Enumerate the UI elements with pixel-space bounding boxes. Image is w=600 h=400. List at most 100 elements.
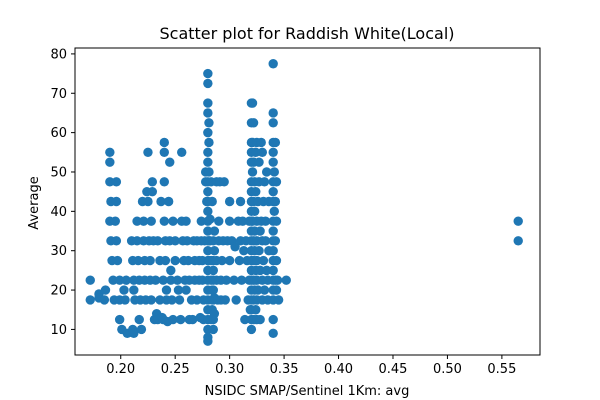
- data-point: [219, 177, 229, 187]
- x-axis-ticks: 0.20 0.25 0.30 0.35 0.40 0.45 0.50 0.55: [106, 355, 516, 377]
- x-tick-label: 0.50: [433, 362, 462, 377]
- data-point: [121, 275, 131, 285]
- data-point: [173, 285, 184, 295]
- data-point: [105, 147, 115, 157]
- data-point: [255, 314, 265, 325]
- data-point: [163, 196, 174, 207]
- data-point: [177, 147, 187, 157]
- data-point: [153, 236, 163, 246]
- data-point: [204, 137, 214, 148]
- data-point: [231, 295, 241, 305]
- data-point: [134, 314, 144, 325]
- data-point: [114, 314, 125, 325]
- y-tick-label: 50: [50, 165, 67, 180]
- data-point: [147, 177, 158, 187]
- data-point: [181, 216, 191, 226]
- data-point: [249, 206, 260, 217]
- data-point: [159, 137, 169, 148]
- data-point: [112, 255, 123, 266]
- data-point: [196, 216, 207, 226]
- data-point: [161, 285, 172, 295]
- data-point: [217, 255, 227, 266]
- data-point: [203, 98, 213, 108]
- data-point: [255, 226, 265, 236]
- data-point: [258, 255, 269, 266]
- data-point: [261, 167, 272, 177]
- plot-frame: [74, 47, 541, 356]
- data-point: [174, 295, 185, 305]
- y-tick-label: 70: [50, 87, 67, 102]
- data-point: [236, 275, 247, 285]
- data-point: [110, 216, 120, 226]
- data-point: [204, 118, 214, 128]
- data-point: [513, 216, 523, 226]
- data-point: [240, 314, 250, 325]
- data-point: [268, 246, 278, 256]
- data-point: [270, 137, 281, 148]
- y-tick-label: 60: [50, 126, 67, 141]
- data-point: [271, 216, 282, 226]
- data-point: [221, 275, 232, 285]
- data-point: [129, 328, 139, 339]
- data-point: [105, 157, 115, 167]
- data-point: [271, 177, 282, 187]
- data-point: [203, 108, 213, 118]
- data-point: [260, 236, 271, 246]
- data-point: [270, 236, 281, 246]
- data-point: [170, 255, 180, 266]
- data-point: [281, 275, 291, 285]
- data-point: [254, 246, 264, 256]
- data-point: [256, 137, 266, 148]
- y-tick-label: 20: [50, 284, 67, 299]
- data-point: [203, 127, 213, 138]
- data-point: [260, 216, 271, 226]
- data-point: [168, 314, 178, 325]
- data-point: [159, 147, 169, 157]
- x-tick-label: 0.45: [379, 362, 408, 377]
- data-point: [255, 265, 265, 276]
- data-point: [111, 236, 122, 246]
- data-point: [252, 255, 262, 266]
- data-point: [251, 147, 261, 157]
- data-point: [248, 118, 259, 128]
- data-point: [268, 265, 278, 276]
- data-point: [268, 314, 278, 325]
- data-point: [269, 206, 279, 217]
- data-point: [208, 265, 218, 276]
- data-point: [159, 177, 169, 187]
- data-point: [111, 196, 122, 207]
- data-point: [271, 255, 282, 266]
- data-point: [246, 324, 257, 335]
- data-point: [155, 295, 165, 305]
- data-point: [234, 255, 245, 266]
- data-point: [129, 285, 139, 295]
- data-point: [235, 196, 246, 207]
- data-point: [268, 59, 278, 69]
- y-axis-ticks: 10 20 30 40 50 60 70 80: [50, 47, 75, 338]
- data-point: [146, 216, 156, 226]
- data-point: [136, 324, 147, 335]
- data-point: [251, 305, 261, 315]
- data-point: [208, 285, 218, 295]
- data-point: [165, 157, 175, 167]
- data-point: [203, 336, 213, 346]
- data-point: [145, 255, 155, 266]
- data-point: [181, 285, 191, 295]
- data-point: [166, 265, 176, 276]
- data-point: [224, 196, 235, 207]
- data-point: [513, 236, 523, 246]
- data-point: [247, 98, 258, 108]
- data-point: [187, 314, 198, 325]
- data-point: [150, 275, 161, 285]
- data-point: [167, 295, 177, 305]
- data-point: [204, 167, 214, 177]
- data-point: [209, 246, 220, 256]
- data-point: [254, 157, 264, 167]
- y-tick-label: 10: [50, 323, 67, 338]
- data-point: [168, 216, 178, 226]
- data-point: [120, 295, 130, 305]
- y-tick-label: 30: [50, 244, 67, 259]
- data-point: [170, 236, 180, 246]
- data-point: [203, 68, 213, 79]
